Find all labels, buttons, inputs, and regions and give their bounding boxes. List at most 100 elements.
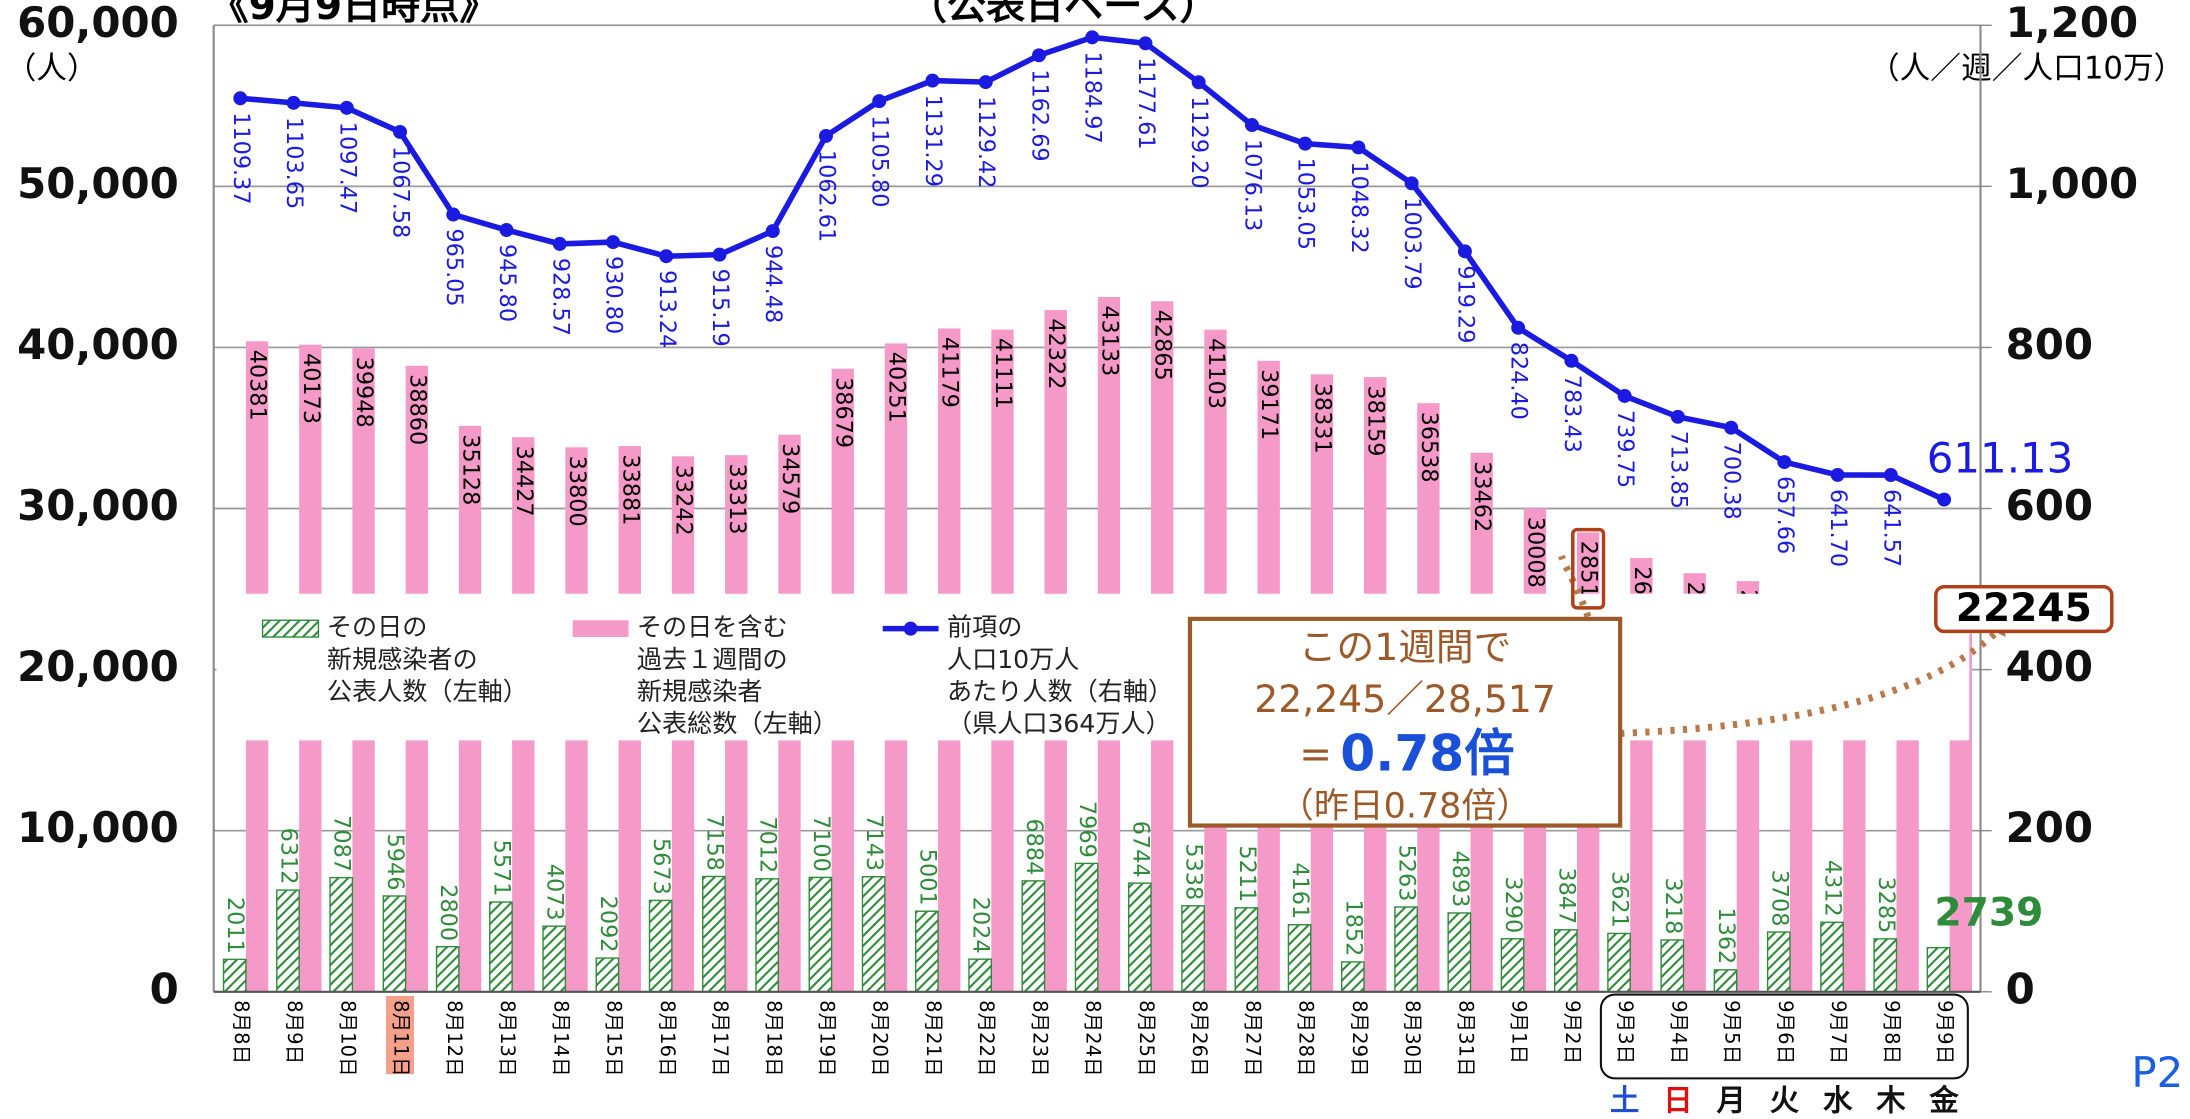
weekly-label: 38331 <box>1309 383 1335 454</box>
value-box <box>1934 584 2114 634</box>
rate-point <box>1937 492 1952 507</box>
rate-label: 1062.61 <box>813 150 839 242</box>
rate-point <box>978 75 993 90</box>
daily-label: 5211 <box>1234 845 1260 902</box>
rate-point <box>1777 455 1792 470</box>
weekly-label: 35128 <box>458 434 484 505</box>
weekday-label: 土 <box>1610 1084 1639 1118</box>
daily-bar <box>1607 932 1631 993</box>
daily-label: 2092 <box>595 896 621 953</box>
weekly-label: 34579 <box>777 443 803 514</box>
y2-tick-label: 1,000 <box>2006 159 2139 208</box>
annotation-line: この1週間で <box>1299 625 1512 669</box>
rate-point <box>1724 420 1739 435</box>
y-tick-label: 50,000 <box>17 159 179 208</box>
rate-point <box>233 91 248 106</box>
x-tick-label: 8月22日 <box>975 1000 998 1076</box>
title-right: （公表日ベース） <box>908 0 1219 29</box>
daily-bar <box>648 899 673 993</box>
daily-label: 3847 <box>1553 867 1579 924</box>
rate-label: 1109.37 <box>228 112 254 204</box>
rate-label: 1184.97 <box>1080 51 1106 143</box>
weekly-label: 33462 <box>1469 461 1495 532</box>
daily-bar <box>382 895 407 993</box>
daily-bar <box>1021 880 1046 993</box>
daily-bar <box>1234 907 1259 993</box>
rate-label: 641.57 <box>1878 489 1904 567</box>
weekly-label: 39948 <box>351 357 377 428</box>
legend-label: 前項の人口10万人あたり人数（右軸）（県人口364万人） <box>947 613 1173 738</box>
weekday-label: 火 <box>1770 1084 1800 1118</box>
y-unit: （人） <box>6 50 98 86</box>
daily-label: 4073 <box>542 864 568 921</box>
daily-label: 1362 <box>1713 907 1739 964</box>
daily-bar <box>755 878 780 993</box>
weekly-label: 40251 <box>883 352 909 423</box>
rate-point <box>872 94 887 109</box>
daily-label: 2739 <box>1934 890 2043 935</box>
rate-point <box>1351 140 1366 155</box>
daily-bar <box>1394 906 1418 993</box>
rate-point <box>1298 136 1313 151</box>
x-tick-label: 9月2日 <box>1561 1000 1584 1064</box>
rate-label: 928.57 <box>547 258 573 336</box>
annotation-ratio: 0.78倍 <box>1340 724 1514 783</box>
y-tick-label: 20,000 <box>17 642 179 691</box>
rate-point <box>1138 36 1153 51</box>
line-layer: 1109.37 1103.65 1097.47 1067.58 965.05 945.80… <box>228 30 2073 567</box>
x-tick-label: 8月19日 <box>815 1000 838 1076</box>
legend-swatch <box>572 620 629 638</box>
y2-tick-label: 400 <box>2006 642 2093 691</box>
daily-label: 3621 <box>1607 871 1633 928</box>
y2-unit: （人／週／人口10万） <box>1869 50 2185 86</box>
daily-label: 5673 <box>648 838 674 895</box>
rate-label: 1053.05 <box>1293 158 1319 250</box>
x-tick-label: 8月20日 <box>869 1000 892 1076</box>
x-tick-label: 8月24日 <box>1082 1000 1105 1076</box>
rate-label: 713.85 <box>1665 431 1691 509</box>
rate-label: 965.05 <box>441 228 467 306</box>
rate-label: 1103.65 <box>281 117 307 209</box>
daily-label: 3285 <box>1873 876 1899 933</box>
rate-label: 1067.58 <box>388 146 414 238</box>
rate-point <box>1617 388 1632 403</box>
rate-label: 1003.79 <box>1399 197 1425 289</box>
weekly-label: 33242 <box>671 465 697 536</box>
rate-label: 641.70 <box>1825 489 1851 567</box>
x-tick-label: 8月17日 <box>709 1000 732 1076</box>
weekday-label: 水 <box>1823 1084 1853 1118</box>
y-tick-label: 40,000 <box>17 320 179 369</box>
rate-point <box>1191 75 1206 90</box>
x-tick-label: 8月13日 <box>496 1000 519 1076</box>
y-tick-label: 30,000 <box>17 481 179 530</box>
daily-bar <box>808 876 833 993</box>
x-tick-label: 8月23日 <box>1028 1000 1051 1076</box>
weekly-label: 42865 <box>1150 310 1176 381</box>
weekly-label: 33313 <box>724 464 750 535</box>
daily-bar <box>1127 882 1152 993</box>
weekly-label: 30008 <box>1522 517 1548 588</box>
rate-label: 913.24 <box>654 270 680 348</box>
rate-label: 945.80 <box>494 244 520 322</box>
daily-bar <box>542 925 567 993</box>
daily-label: 7158 <box>701 814 727 871</box>
daily-bar <box>1500 938 1525 993</box>
rate-label: 1131.29 <box>920 95 946 187</box>
rate-point <box>765 224 780 239</box>
weekly-label: 38159 <box>1363 385 1389 456</box>
weekly-label: 42322 <box>1043 318 1069 389</box>
rate-point <box>552 236 567 251</box>
x-tick-label: 8月8日 <box>230 1000 253 1064</box>
daily-label: 2011 <box>222 897 248 954</box>
daily-bar <box>1926 946 1951 993</box>
x-tick-label: 8月12日 <box>443 1000 466 1076</box>
daily-label: 4312 <box>1820 860 1846 917</box>
daily-bar <box>861 876 886 993</box>
daily-bar <box>222 958 247 993</box>
daily-label: 7087 <box>329 815 355 872</box>
rate-point <box>819 128 833 143</box>
x-tick-label: 9月3日 <box>1614 1000 1637 1064</box>
week-box <box>1599 993 1969 1080</box>
rate-point <box>1670 409 1685 424</box>
